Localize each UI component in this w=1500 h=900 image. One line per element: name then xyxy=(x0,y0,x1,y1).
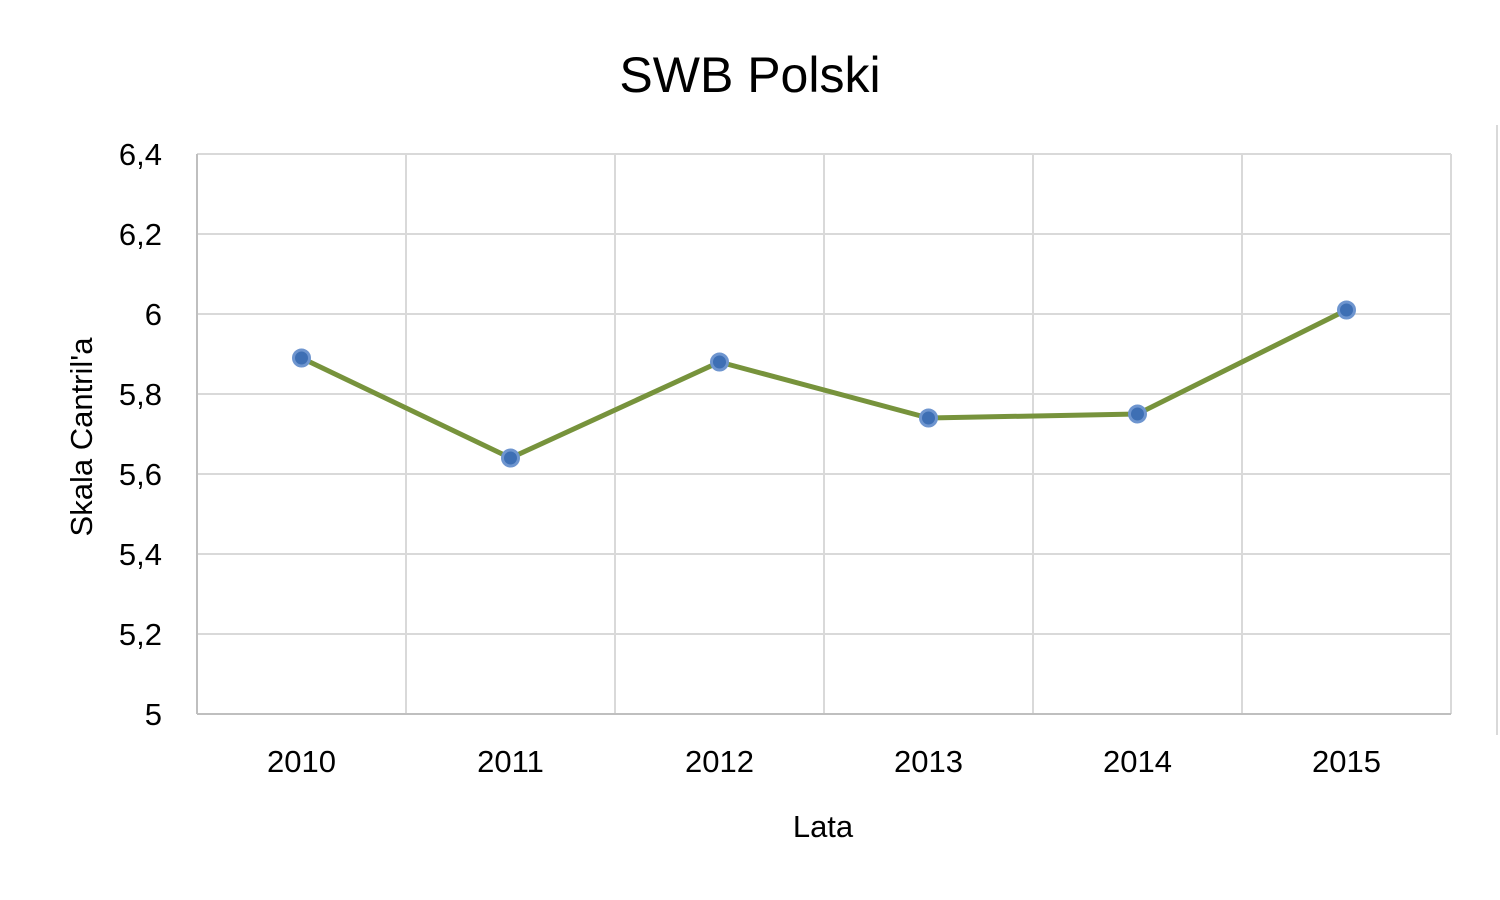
data-point xyxy=(292,348,311,368)
y-tick-label: 5,2 xyxy=(119,617,162,652)
data-point xyxy=(919,408,938,428)
x-tick-label: 2010 xyxy=(267,744,336,779)
data-point xyxy=(1128,404,1147,424)
chart-frame-edge xyxy=(1496,125,1498,735)
y-tick-label: 6 xyxy=(145,297,162,332)
x-tick-label: 2013 xyxy=(894,744,963,779)
data-point xyxy=(710,352,729,372)
chart-title: SWB Polski xyxy=(619,47,880,103)
x-tick-label: 2014 xyxy=(1103,744,1172,779)
y-tick-label: 6,2 xyxy=(119,217,162,252)
y-tick-label: 5,4 xyxy=(119,537,162,572)
tick-labels: 5 5,2 5,4 5,6 5,8 6 6,2 6,4 2010 2011 2012 2013 2014… xyxy=(119,137,1381,779)
x-tick-label: 2015 xyxy=(1312,744,1381,779)
grid xyxy=(197,153,1452,714)
y-tick-label: 5 xyxy=(145,697,162,732)
y-tick-label: 6,4 xyxy=(119,137,162,172)
x-axis-title: Lata xyxy=(793,809,854,844)
x-tick-label: 2012 xyxy=(685,744,754,779)
y-tick-label: 5,8 xyxy=(119,377,162,412)
axes xyxy=(196,154,1451,715)
x-tick-label: 2011 xyxy=(477,744,544,779)
y-tick-label: 5,6 xyxy=(119,457,162,492)
data-point xyxy=(501,448,520,468)
data-point xyxy=(1337,300,1356,320)
series-line xyxy=(299,307,1349,461)
y-axis-title: Skala Cantril'a xyxy=(64,337,99,537)
series xyxy=(292,300,1356,468)
